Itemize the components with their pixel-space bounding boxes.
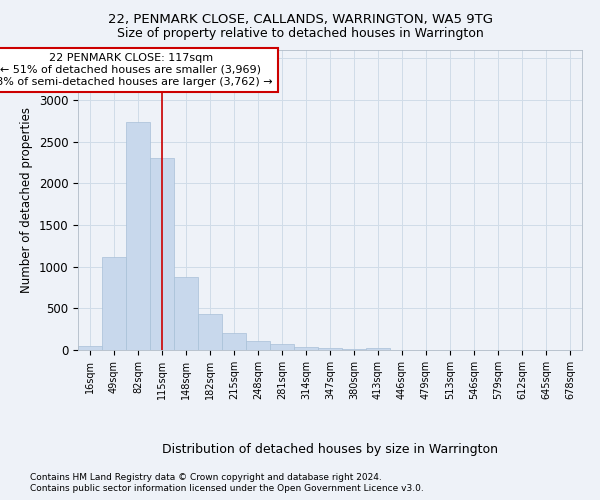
Bar	[222, 334, 246, 350]
Bar	[198, 314, 222, 350]
Bar	[342, 349, 366, 350]
Text: 22, PENMARK CLOSE, CALLANDS, WARRINGTON, WA5 9TG: 22, PENMARK CLOSE, CALLANDS, WARRINGTON,…	[107, 12, 493, 26]
Bar	[318, 348, 342, 350]
Bar	[102, 256, 126, 350]
Text: Distribution of detached houses by size in Warrington: Distribution of detached houses by size …	[162, 442, 498, 456]
Bar	[246, 341, 270, 350]
Text: 22 PENMARK CLOSE: 117sqm
← 51% of detached houses are smaller (3,969)
48% of sem: 22 PENMARK CLOSE: 117sqm ← 51% of detach…	[0, 54, 272, 86]
Text: Contains HM Land Registry data © Crown copyright and database right 2024.: Contains HM Land Registry data © Crown c…	[30, 472, 382, 482]
Text: Contains public sector information licensed under the Open Government Licence v3: Contains public sector information licen…	[30, 484, 424, 493]
Bar	[174, 276, 198, 350]
Y-axis label: Number of detached properties: Number of detached properties	[20, 107, 33, 293]
Bar	[150, 158, 174, 350]
Text: Size of property relative to detached houses in Warrington: Size of property relative to detached ho…	[116, 28, 484, 40]
Bar	[78, 346, 102, 350]
Bar	[126, 122, 150, 350]
Bar	[294, 346, 318, 350]
Bar	[270, 344, 294, 350]
Bar	[366, 348, 390, 350]
